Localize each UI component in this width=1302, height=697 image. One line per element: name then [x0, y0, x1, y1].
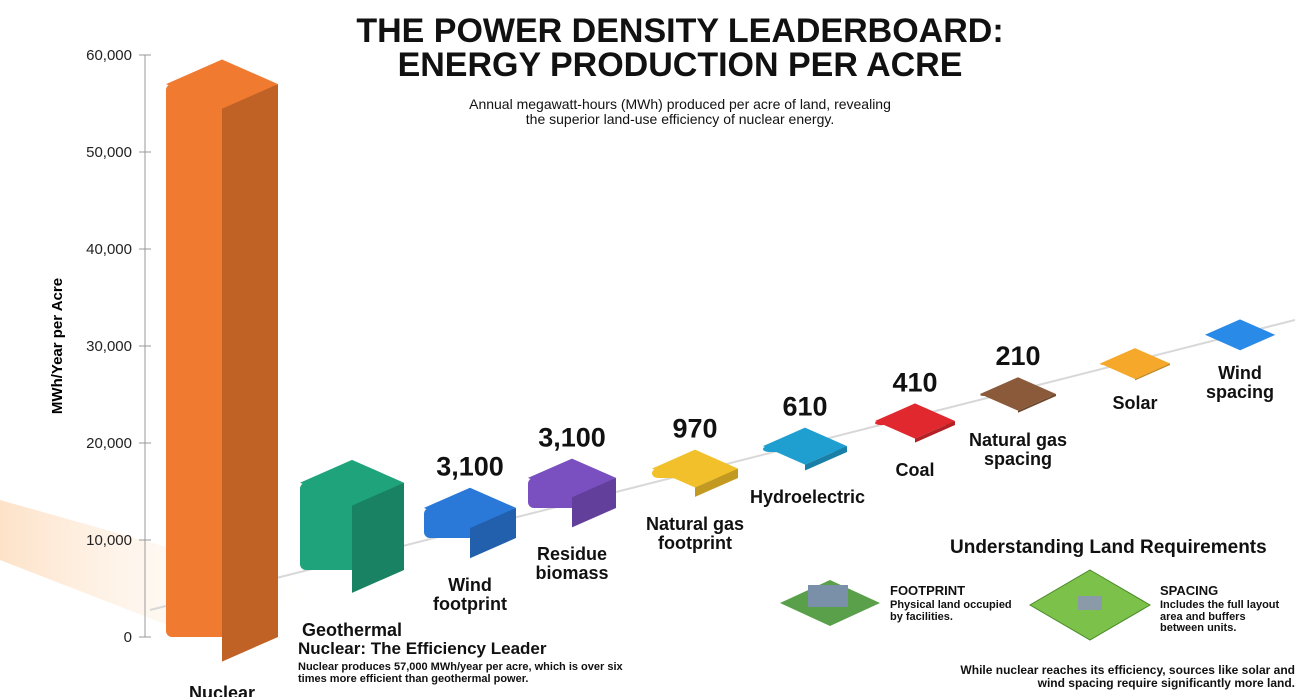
- legend-title: Understanding Land Requirements: [950, 538, 1300, 558]
- x-tick-label: Natural gas spacing: [963, 431, 1073, 469]
- x-tick-label: Geothermal: [297, 621, 407, 640]
- value-label: 410: [892, 367, 937, 397]
- legend-spacing-title: SPACING: [1160, 584, 1218, 598]
- value-label: 210: [995, 341, 1040, 371]
- y-tick-label: 0: [124, 629, 132, 646]
- x-tick-label: Residue biomass: [517, 545, 627, 583]
- footprint-icon: [808, 585, 848, 607]
- x-tick-label: Coal: [860, 461, 970, 480]
- footnote: While nuclear reaches its efficiency, so…: [935, 664, 1295, 689]
- y-tick-label: 50,000: [86, 144, 132, 161]
- chart-subtitle: Annual megawatt-hours (MWh) produced per…: [380, 97, 980, 126]
- callout-text: Nuclear produces 57,000 MWh/year per acr…: [298, 662, 628, 685]
- bar-top: [980, 377, 1056, 410]
- value-label: 970: [672, 414, 717, 444]
- value-label: 610: [782, 392, 827, 422]
- spacing-icon: [1078, 596, 1102, 610]
- y-tick-label: 10,000: [86, 532, 132, 549]
- x-tick-label: Wind spacing: [1185, 364, 1295, 402]
- legend-spacing-text: Includes the full layout area and buffer…: [1160, 600, 1280, 635]
- legend-footprint-title: FOOTPRINT: [890, 584, 965, 598]
- y-tick-label: 40,000: [86, 241, 132, 258]
- bar-side: [222, 84, 278, 662]
- page: MWh/Year per Acre 0 10,000 20,000 30,000 40,…: [0, 0, 1302, 697]
- bar-top: [763, 428, 847, 465]
- x-tick-label: Hydroelectric: [750, 488, 860, 507]
- x-tick-label: Nuclear: [167, 684, 277, 697]
- bar-top: [1205, 319, 1275, 350]
- y-axis-label: MWh/Year per Acre: [49, 278, 66, 414]
- value-label: 3,100: [436, 452, 504, 482]
- legend-footprint-text: Physical land occupied by facilities.: [890, 600, 1025, 623]
- chart-title: THE POWER DENSITY LEADERBOARD: ENERGY PR…: [330, 14, 1030, 82]
- x-tick-label: Wind footprint: [415, 576, 525, 614]
- bar-top: [1100, 348, 1170, 379]
- y-tick-label: 30,000: [86, 338, 132, 355]
- callout-title: Nuclear: The Efficiency Leader: [298, 640, 638, 658]
- y-tick-label: 60,000: [86, 47, 132, 64]
- x-tick-label: Solar: [1080, 394, 1190, 413]
- x-tick-label: Natural gas footprint: [640, 515, 750, 553]
- value-label: 3,100: [538, 423, 606, 453]
- y-tick-label: 20,000: [86, 435, 132, 452]
